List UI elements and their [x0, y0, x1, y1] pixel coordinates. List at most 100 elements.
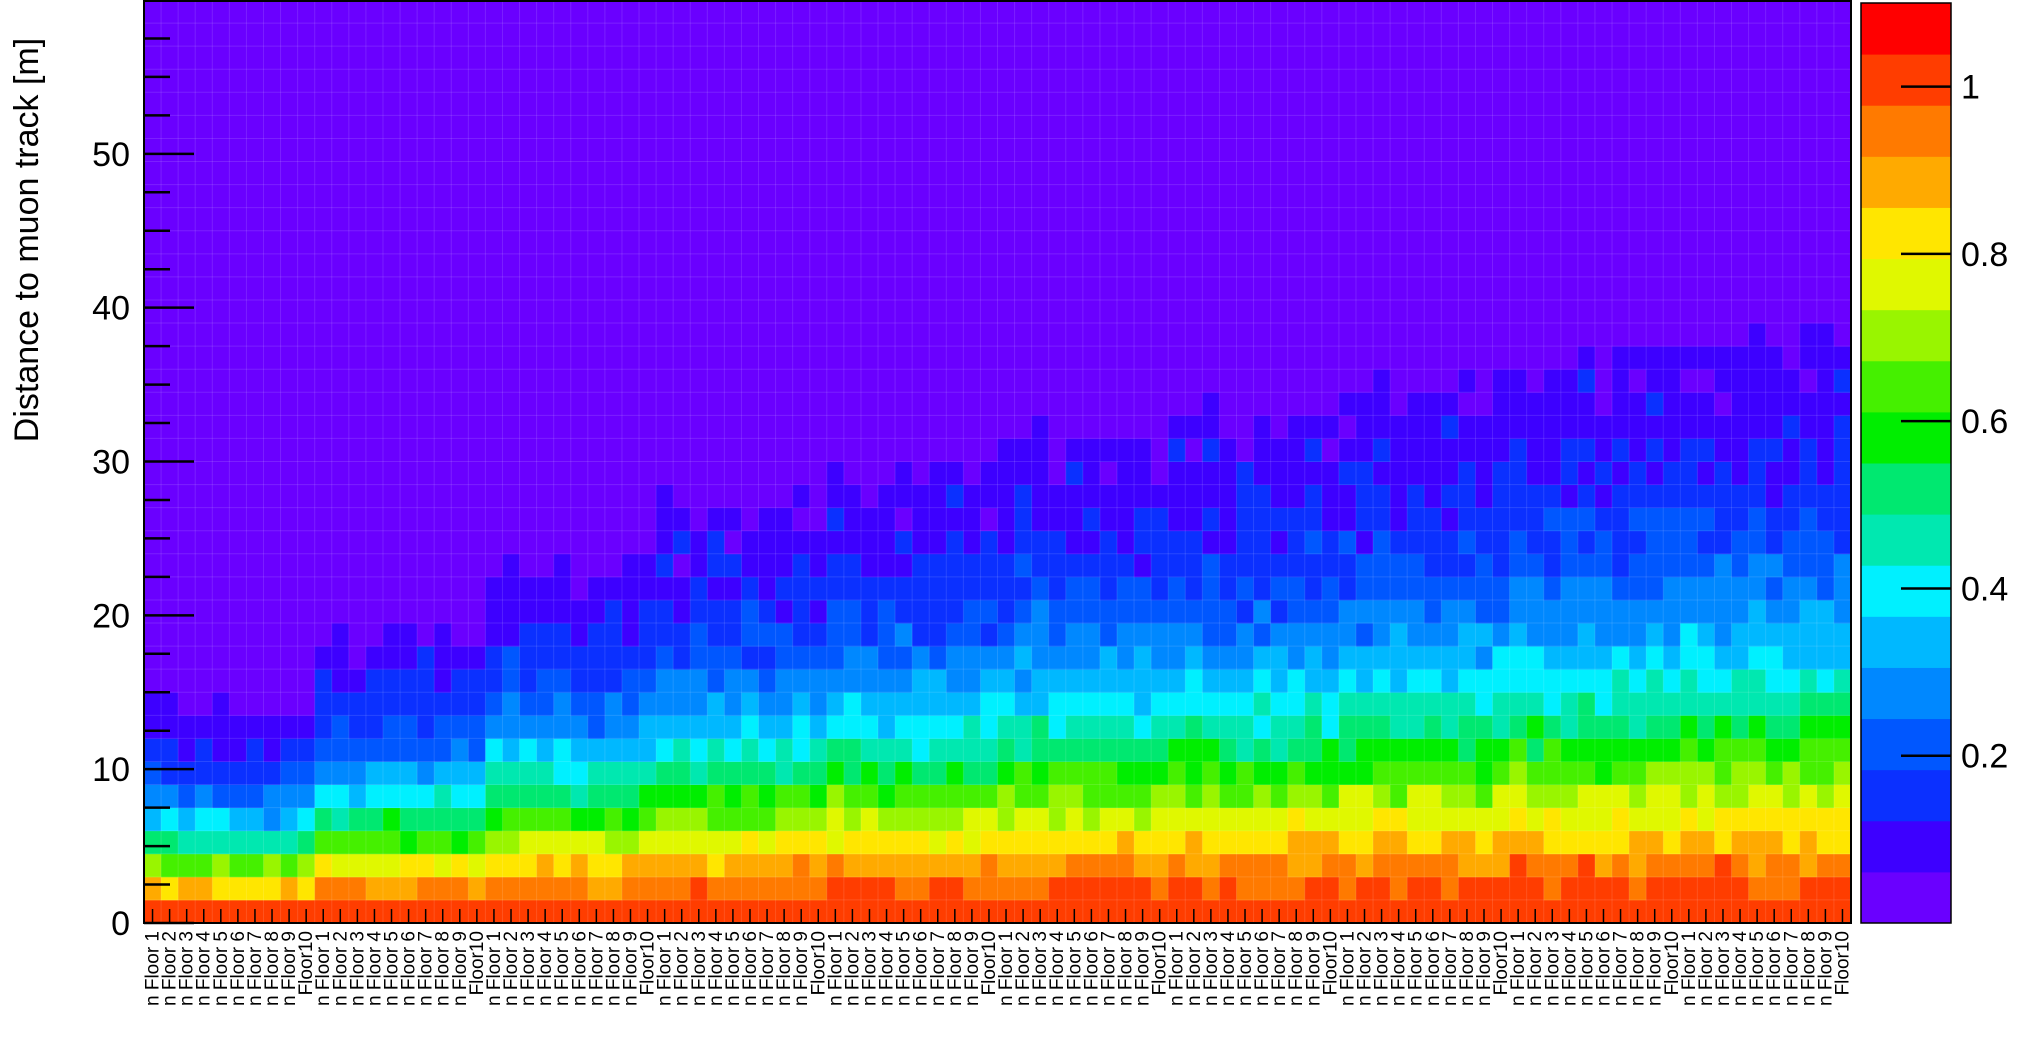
heatmap-cell: [468, 853, 486, 878]
heatmap-cell: [144, 807, 162, 832]
heatmap-cell: [1424, 161, 1442, 185]
heatmap-cell: [860, 599, 879, 624]
heatmap-cell: [1373, 461, 1391, 485]
heatmap-cell: [912, 623, 930, 647]
heatmap-cell: [1031, 623, 1050, 647]
heatmap-cell: [1612, 46, 1630, 70]
heatmap-cell: [980, 715, 998, 739]
heatmap-cell: [485, 461, 503, 485]
x-tick-label: n Floor 9: [962, 931, 983, 1006]
heatmap-cell: [1338, 623, 1357, 647]
heatmap-cell: [1014, 599, 1033, 624]
heatmap-cell: [1270, 623, 1289, 647]
heatmap-cell: [553, 184, 572, 209]
heatmap-cell: [1321, 738, 1340, 762]
heatmap-cell: [1731, 438, 1749, 462]
heatmap-cell: [263, 623, 281, 647]
heatmap-cell: [1475, 299, 1493, 324]
heatmap-cell: [229, 392, 247, 416]
heatmap-cell: [1731, 230, 1749, 255]
heatmap-cell: [758, 669, 776, 693]
heatmap-cell: [758, 553, 776, 578]
heatmap-cell: [1458, 830, 1476, 855]
heatmap-cell: [860, 415, 879, 439]
x-tick-label: n Floor 8: [433, 931, 454, 1006]
heatmap-cell: [963, 323, 981, 347]
heatmap-cell: [1287, 507, 1306, 532]
heatmap-cell: [758, 392, 776, 416]
heatmap-cell: [621, 0, 640, 24]
heatmap-cell: [604, 415, 623, 439]
heatmap-cell: [1065, 92, 1084, 116]
heatmap-cell: [485, 715, 503, 739]
heatmap-cell: [1116, 323, 1135, 347]
heatmap-cell: [400, 415, 418, 439]
heatmap-cell: [1441, 276, 1459, 301]
heatmap-cell: [673, 623, 691, 647]
heatmap-cell: [1731, 415, 1749, 439]
heatmap-cell: [178, 553, 196, 578]
heatmap-cell: [1475, 715, 1493, 739]
heatmap-cell: [895, 761, 913, 785]
heatmap-cell: [519, 253, 538, 278]
heatmap-cell: [519, 738, 538, 762]
color-scale: [1860, 2, 1952, 924]
heatmap-cell: [1577, 69, 1596, 93]
heatmap-cell: [980, 876, 998, 901]
heatmap-cell: [1048, 69, 1067, 93]
heatmap-cell: [1134, 484, 1152, 509]
heatmap-cell: [929, 46, 947, 70]
heatmap-cell: [621, 299, 640, 324]
heatmap-cell: [1833, 346, 1852, 370]
heatmap-cell: [451, 669, 469, 693]
heatmap-cell: [1526, 438, 1545, 462]
heatmap-cell: [536, 599, 555, 624]
heatmap-cell: [912, 115, 930, 139]
heatmap-cell: [1116, 299, 1135, 324]
heatmap-cell: [997, 530, 1015, 555]
heatmap-cell: [1185, 692, 1203, 716]
heatmap-cell: [1612, 115, 1630, 139]
heatmap-cell: [1424, 184, 1442, 209]
heatmap-cell: [912, 253, 930, 278]
heatmap-cell: [1765, 392, 1784, 416]
heatmap-cell: [1116, 576, 1135, 601]
heatmap-cell: [946, 392, 964, 416]
heatmap-cell: [673, 784, 691, 809]
heatmap-cell: [1202, 623, 1220, 647]
heatmap-cell: [690, 692, 708, 716]
heatmap-cell: [297, 484, 316, 509]
heatmap-cell: [1355, 623, 1374, 647]
heatmap-cell: [1612, 230, 1630, 255]
heatmap-cell: [195, 415, 213, 439]
heatmap-cell: [519, 415, 538, 439]
heatmap-cell: [1202, 138, 1220, 162]
heatmap-cell: [178, 392, 196, 416]
heatmap-cell: [1612, 0, 1630, 24]
heatmap-cell: [860, 0, 879, 24]
heatmap-cell: [1577, 184, 1596, 209]
heatmap-cell: [1526, 784, 1545, 809]
heatmap-cell: [1799, 323, 1818, 347]
heatmap-cell: [1390, 830, 1408, 855]
heatmap-cell: [758, 738, 776, 762]
heatmap-cell: [1731, 346, 1749, 370]
heatmap-cell: [400, 830, 418, 855]
x-tick-label: n Floor 2: [160, 931, 181, 1006]
heatmap-cell: [1577, 692, 1596, 716]
heatmap-cell: [724, 207, 742, 232]
heatmap-cell: [1338, 669, 1357, 693]
heatmap-cell: [1099, 507, 1118, 532]
heatmap-cell: [1714, 784, 1732, 809]
heatmap-cell: [553, 23, 572, 47]
heatmap-cell: [1714, 46, 1732, 70]
heatmap-cell: [1407, 346, 1425, 370]
heatmap-cell: [758, 23, 776, 47]
heatmap-cell: [1116, 276, 1135, 301]
heatmap-cell: [1833, 46, 1852, 70]
heatmap-cell: [1492, 738, 1510, 762]
heatmap-cell: [826, 369, 845, 393]
heatmap-cell: [860, 323, 879, 347]
heatmap-cell: [895, 415, 913, 439]
heatmap-cell: [741, 138, 759, 162]
